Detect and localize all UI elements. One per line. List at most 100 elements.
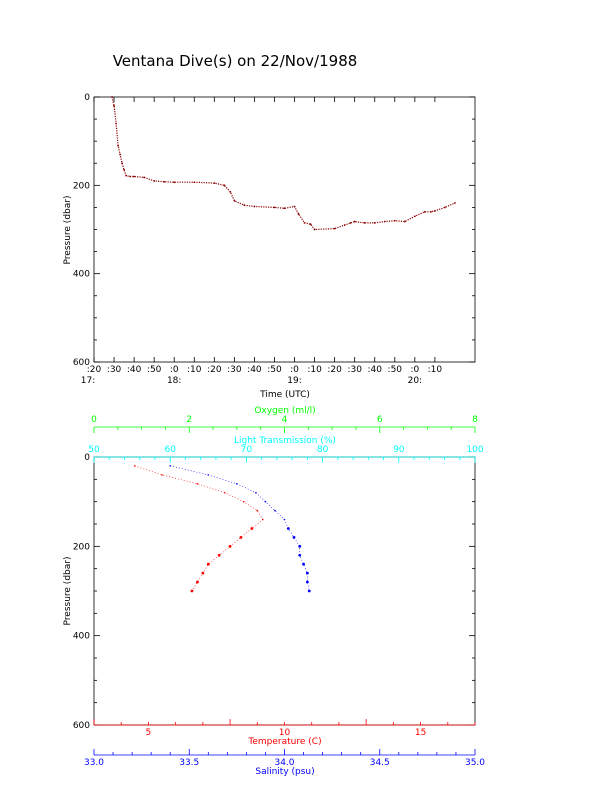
salinity-axis-label: Salinity (psu) xyxy=(255,767,314,777)
depth-point xyxy=(333,227,336,230)
oxygen-axis-label: Oxygen (ml/l) xyxy=(254,406,315,416)
salinity-point xyxy=(169,465,171,467)
top-hour-label: 19: xyxy=(287,376,301,386)
depth-point xyxy=(133,175,136,178)
top-y-tick-label: 600 xyxy=(73,358,90,368)
light-transmission-axis-label: Light Transmission (%) xyxy=(234,436,336,446)
bottom-y-axis-label: Pressure (dbar) xyxy=(63,557,73,626)
top-y-axis: 0 200 400 600 xyxy=(73,93,475,368)
temperature-point xyxy=(250,527,254,530)
top-x-tick-label: :50 xyxy=(267,365,282,375)
top-x-tick-label: :10 xyxy=(428,365,443,375)
top-x-tick-label: :10 xyxy=(307,365,322,375)
depth-point xyxy=(353,220,356,223)
oxygen-tick-label: 2 xyxy=(186,415,192,425)
depth-point xyxy=(163,180,166,183)
light-transmission-tick-label: 70 xyxy=(241,445,253,455)
top-x-tick-label: :0 xyxy=(410,365,419,375)
temperature-point xyxy=(134,465,136,467)
depth-point xyxy=(383,220,386,223)
chart-title: Ventana Dive(s) on 22/Nov/1988 xyxy=(113,52,358,70)
temperature-point xyxy=(256,509,259,512)
temperature-point xyxy=(228,544,232,548)
top-x-axis-label: Time (UTC) xyxy=(259,390,310,400)
depth-point xyxy=(309,223,312,226)
top-y-tick-label: 400 xyxy=(73,270,90,280)
top-y-tick-label: 0 xyxy=(84,93,90,103)
depth-point xyxy=(123,168,125,171)
salinity-tick-label: 34.5 xyxy=(370,758,390,768)
depth-series-line xyxy=(111,96,456,231)
salinity-axis: 33.0 33.5 34.0 34.5 35.0 xyxy=(84,749,485,768)
depth-point xyxy=(393,219,396,222)
top-x-tick-label: :20 xyxy=(87,365,102,375)
depth-point xyxy=(433,210,436,212)
salinity-point xyxy=(264,500,267,503)
top-x-tick-label: :20 xyxy=(327,365,342,375)
temperature-tick-label: 15 xyxy=(415,728,426,738)
top-x-axis: :20:30:40:50:0:10:20:30:40:50:0:10:20:30… xyxy=(81,97,443,386)
temperature-point xyxy=(261,518,264,521)
depth-point xyxy=(125,174,127,177)
depth-point xyxy=(343,224,346,226)
temperature-point xyxy=(190,589,194,593)
depth-point xyxy=(121,162,123,165)
salinity-point xyxy=(305,571,309,575)
oxygen-tick-label: 4 xyxy=(282,415,288,425)
top-x-tick-label: :50 xyxy=(147,365,162,375)
light-transmission-tick-label: 60 xyxy=(164,445,176,455)
top-x-tick-label: :40 xyxy=(127,365,142,375)
temperature-point xyxy=(242,500,245,503)
depth-point xyxy=(113,104,115,107)
top-y-tick-label: 200 xyxy=(73,181,90,191)
top-x-tick-label: :30 xyxy=(107,365,122,375)
salinity-tick-label: 33.5 xyxy=(179,758,199,768)
temperature-point xyxy=(239,536,243,539)
salinity-point xyxy=(305,580,309,584)
depth-point xyxy=(273,206,276,209)
salinity-point xyxy=(298,544,302,548)
top-x-tick-label: :0 xyxy=(170,365,179,375)
temperature-point xyxy=(196,580,199,584)
depth-point xyxy=(297,213,300,215)
salinity-point xyxy=(207,474,210,476)
temperature-tick-label: 5 xyxy=(146,728,152,738)
depth-point xyxy=(115,122,117,125)
depth-point xyxy=(129,175,131,178)
depth-point xyxy=(117,144,119,147)
light-transmission-axis: 50 60 70 80 90 100 xyxy=(88,445,484,463)
depth-point xyxy=(119,153,121,156)
depth-point xyxy=(313,228,316,231)
depth-point xyxy=(253,205,256,208)
depth-point xyxy=(233,199,236,202)
depth-point xyxy=(283,207,286,210)
salinity-point xyxy=(302,562,305,566)
salinity-point xyxy=(292,536,296,539)
light-transmission-tick-label: 80 xyxy=(317,445,329,455)
depth-point xyxy=(423,210,426,213)
salinity-tick-label: 33.0 xyxy=(84,758,104,768)
top-y-axis-label: Pressure (dbar) xyxy=(63,196,73,265)
bottom-y-tick-label: 0 xyxy=(84,453,90,463)
depth-point xyxy=(413,215,416,218)
salinity-tick-label: 34.0 xyxy=(274,758,294,768)
top-x-tick-label: :40 xyxy=(367,365,382,375)
depth-point xyxy=(111,96,113,98)
depth-point xyxy=(373,221,376,224)
top-hour-label: 17: xyxy=(81,376,95,386)
salinity-point xyxy=(255,491,257,494)
top-x-tick-label: :0 xyxy=(290,365,299,375)
depth-point xyxy=(223,184,226,187)
bottom-y-tick-label: 600 xyxy=(73,721,90,731)
depth-point xyxy=(293,205,296,208)
salinity-point xyxy=(307,589,311,593)
depth-point xyxy=(143,176,146,179)
temperature-point xyxy=(161,474,163,476)
temperature-axis: 5 10 15 xyxy=(93,719,476,738)
depth-point xyxy=(173,181,176,184)
depth-point xyxy=(454,202,456,204)
salinity-tick-label: 35.0 xyxy=(465,758,485,768)
depth-point xyxy=(444,206,446,209)
depth-trace xyxy=(111,96,456,231)
depth-point xyxy=(213,182,216,185)
